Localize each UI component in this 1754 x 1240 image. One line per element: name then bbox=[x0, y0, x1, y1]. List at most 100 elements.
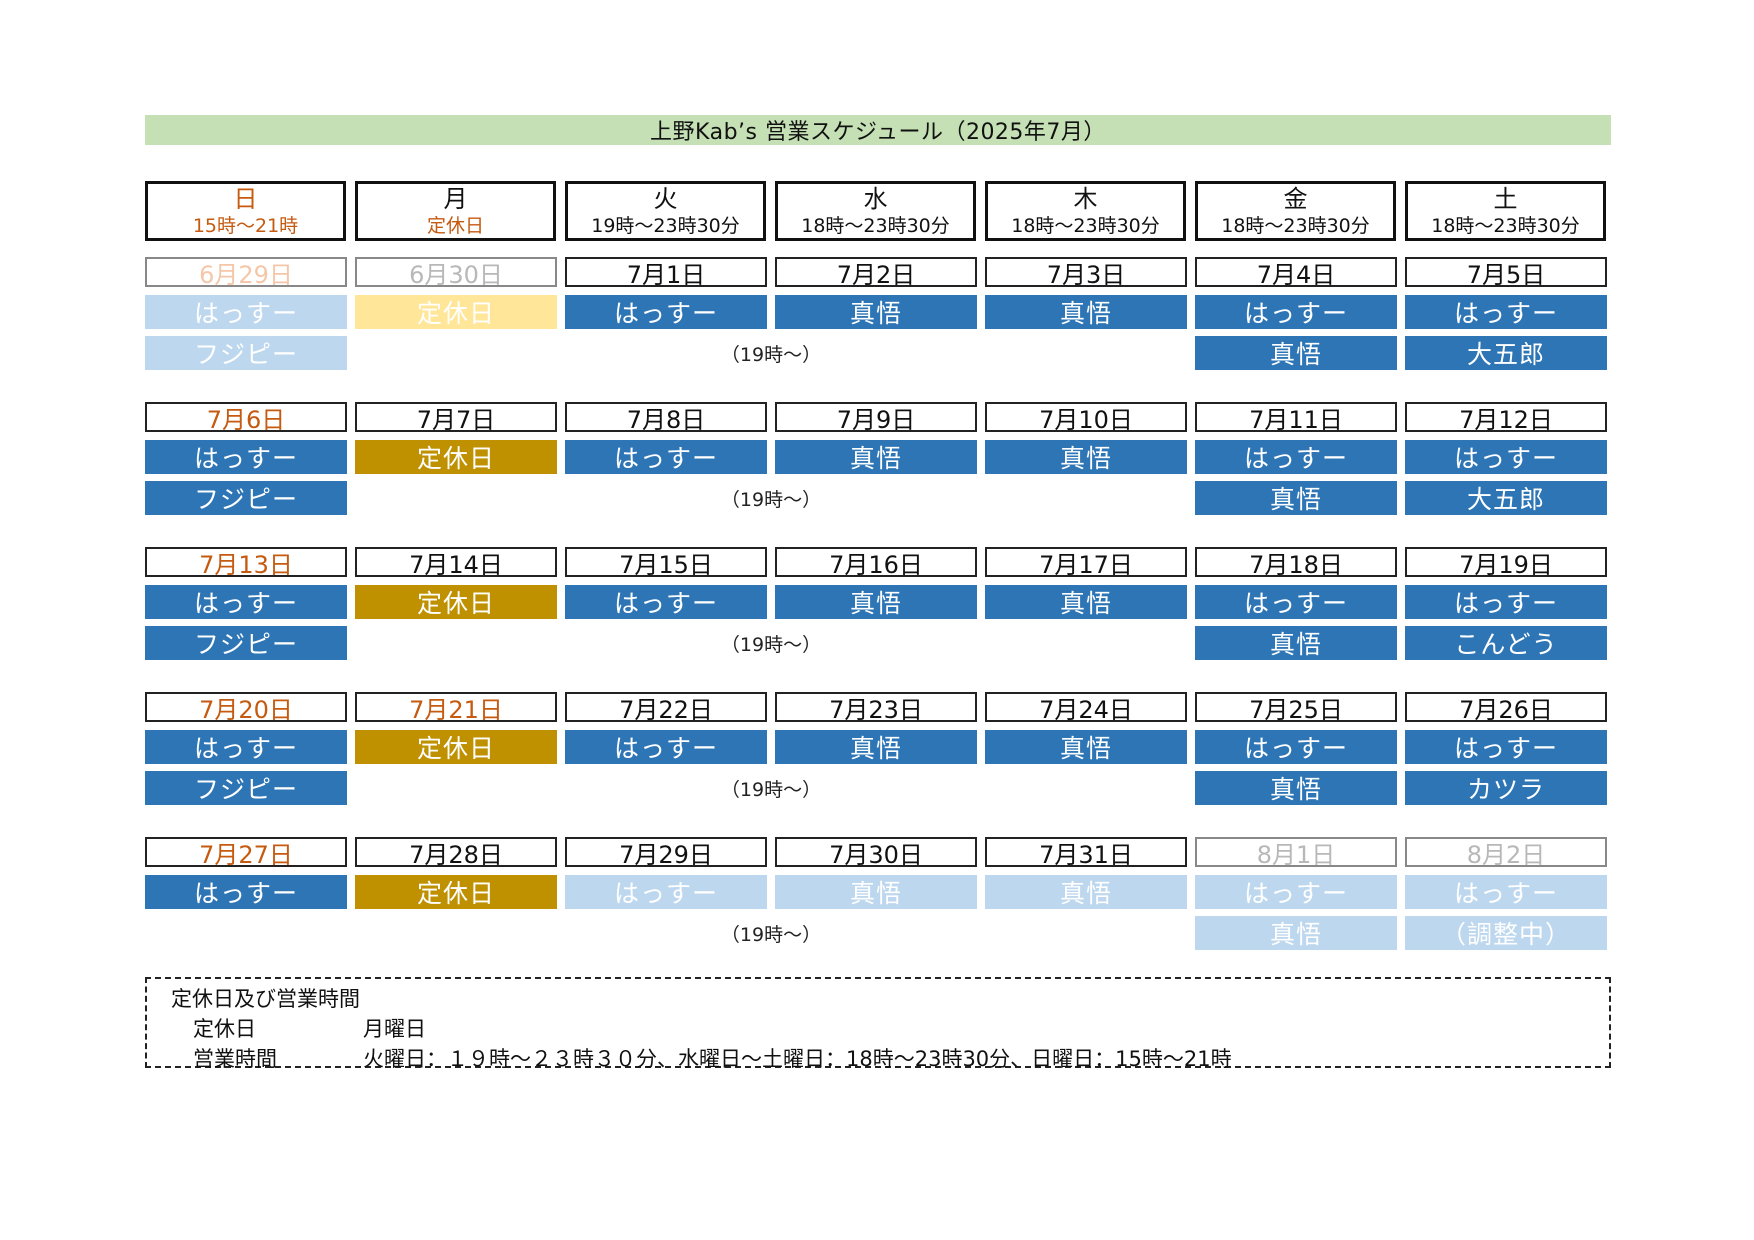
page-title-text: 上野Kab’s 営業スケジュール（2025年7月） bbox=[650, 120, 1106, 145]
staff-slot: はっすー bbox=[565, 440, 767, 474]
date-cell: 7月10日 bbox=[985, 402, 1187, 434]
staff-slot: はっすー bbox=[1405, 585, 1607, 619]
date-cell: 6月30日 bbox=[355, 257, 557, 289]
staff-slot: こんどう bbox=[1405, 626, 1607, 660]
date-cell: 7月17日 bbox=[985, 547, 1187, 579]
day-name: 木 bbox=[1073, 185, 1098, 213]
day-name: 金 bbox=[1283, 185, 1308, 213]
day-name: 火 bbox=[653, 185, 678, 213]
date-cell: 8月1日 bbox=[1195, 837, 1397, 869]
day-header-tue: 火 19時～23時30分 bbox=[565, 181, 766, 241]
day-header-wed: 水 18時～23時30分 bbox=[775, 181, 976, 241]
staff-slot: フジピー bbox=[145, 336, 347, 370]
staff-slot: はっすー bbox=[565, 295, 767, 329]
date-cell: 7月6日 bbox=[145, 402, 347, 434]
date-cell: 7月8日 bbox=[565, 402, 767, 434]
business-hours-value: 火曜日：１９時～２３時３０分、水曜日～土曜日：18時～23時30分、日曜日：15… bbox=[363, 1047, 1232, 1071]
staff-slot: はっすー bbox=[1405, 295, 1607, 329]
date-cell: 7月26日 bbox=[1405, 692, 1607, 724]
staff-slot: フジピー bbox=[145, 481, 347, 515]
day-header-sun: 日 15時～21時 bbox=[145, 181, 346, 241]
staff-slot: 真悟 bbox=[775, 295, 977, 329]
day-name: 月 bbox=[443, 185, 468, 213]
staff-slot: はっすー bbox=[1195, 585, 1397, 619]
start-time-note: （19時～） bbox=[720, 633, 822, 656]
start-time-note: （19時～） bbox=[720, 488, 822, 511]
date-cell: 7月4日 bbox=[1195, 257, 1397, 289]
day-header-thu: 木 18時～23時30分 bbox=[985, 181, 1186, 241]
date-cell: 7月31日 bbox=[985, 837, 1187, 869]
day-name: 日 bbox=[233, 185, 258, 213]
date-cell: 7月7日 bbox=[355, 402, 557, 434]
staff-slot: はっすー bbox=[1195, 730, 1397, 764]
date-cell: 7月27日 bbox=[145, 837, 347, 869]
date-cell: 7月15日 bbox=[565, 547, 767, 579]
start-time-note: （19時～） bbox=[720, 778, 822, 801]
start-time-note: （19時～） bbox=[720, 923, 822, 946]
staff-slot: 真悟 bbox=[1195, 481, 1397, 515]
info-box: 定休日及び営業時間 定休日 月曜日 営業時間 火曜日：１９時～２３時３０分、水曜… bbox=[145, 977, 1611, 1071]
staff-slot: 真悟 bbox=[985, 440, 1187, 474]
date-cell: 7月14日 bbox=[355, 547, 557, 579]
staff-slot: はっすー bbox=[145, 440, 347, 474]
date-cell: 7月5日 bbox=[1405, 257, 1607, 289]
staff-slot: 真悟 bbox=[775, 585, 977, 619]
staff-slot: はっすー bbox=[1195, 295, 1397, 329]
staff-slot: 大五郎 bbox=[1405, 336, 1607, 370]
day-hours: 18時～23時30分 bbox=[1221, 215, 1370, 237]
date-cell: 7月23日 bbox=[775, 692, 977, 724]
closed-day-label: 定休日 bbox=[193, 1017, 256, 1041]
date-cell: 7月12日 bbox=[1405, 402, 1607, 434]
date-cell: 7月19日 bbox=[1405, 547, 1607, 579]
closed-day-slot: 定休日 bbox=[355, 440, 557, 474]
date-cell: 7月28日 bbox=[355, 837, 557, 869]
staff-slot: はっすー bbox=[1195, 875, 1397, 909]
staff-slot: カツラ bbox=[1405, 771, 1607, 805]
staff-slot: はっすー bbox=[145, 295, 347, 329]
closed-day-slot: 定休日 bbox=[355, 875, 557, 909]
staff-slot: 真悟 bbox=[985, 295, 1187, 329]
staff-slot: はっすー bbox=[145, 585, 347, 619]
closed-day-slot: 定休日 bbox=[355, 295, 557, 329]
page-title: 上野Kab’s 営業スケジュール（2025年7月） bbox=[145, 115, 1611, 145]
date-cell: 7月11日 bbox=[1195, 402, 1397, 434]
staff-slot: （調整中） bbox=[1405, 916, 1607, 950]
staff-slot: はっすー bbox=[1195, 440, 1397, 474]
staff-slot: フジピー bbox=[145, 771, 347, 805]
date-cell: 7月1日 bbox=[565, 257, 767, 289]
day-hours: 19時～23時30分 bbox=[591, 215, 740, 237]
day-header-sat: 土 18時～23時30分 bbox=[1405, 181, 1606, 241]
date-cell: 7月2日 bbox=[775, 257, 977, 289]
date-cell: 7月18日 bbox=[1195, 547, 1397, 579]
day-name: 水 bbox=[863, 185, 888, 213]
date-cell: 7月13日 bbox=[145, 547, 347, 579]
date-cell: 7月9日 bbox=[775, 402, 977, 434]
staff-slot: 真悟 bbox=[985, 730, 1187, 764]
date-cell: 7月3日 bbox=[985, 257, 1187, 289]
staff-slot: 真悟 bbox=[1195, 916, 1397, 950]
day-hours: 18時～23時30分 bbox=[801, 215, 950, 237]
staff-slot: 真悟 bbox=[1195, 336, 1397, 370]
staff-slot: 真悟 bbox=[1195, 771, 1397, 805]
day-hours: 15時～21時 bbox=[192, 215, 299, 237]
date-cell: 7月30日 bbox=[775, 837, 977, 869]
date-cell: 7月21日 bbox=[355, 692, 557, 724]
staff-slot: 真悟 bbox=[985, 875, 1187, 909]
date-cell: 8月2日 bbox=[1405, 837, 1607, 869]
staff-slot: はっすー bbox=[565, 585, 767, 619]
day-hours: 18時～23時30分 bbox=[1011, 215, 1160, 237]
closed-day-slot: 定休日 bbox=[355, 730, 557, 764]
day-header-mon: 月定休日 bbox=[355, 181, 556, 241]
date-cell: 7月25日 bbox=[1195, 692, 1397, 724]
staff-slot: はっすー bbox=[1405, 875, 1607, 909]
date-cell: 7月29日 bbox=[565, 837, 767, 869]
day-hours: 定休日 bbox=[426, 215, 484, 237]
closed-day-slot: 定休日 bbox=[355, 585, 557, 619]
day-header-fri: 金 18時～23時30分 bbox=[1195, 181, 1396, 241]
staff-slot: はっすー bbox=[1405, 730, 1607, 764]
staff-slot: 真悟 bbox=[1195, 626, 1397, 660]
staff-slot: はっすー bbox=[145, 730, 347, 764]
staff-slot: はっすー bbox=[565, 875, 767, 909]
info-heading: 定休日及び営業時間 bbox=[171, 987, 360, 1011]
date-cell: 7月16日 bbox=[775, 547, 977, 579]
